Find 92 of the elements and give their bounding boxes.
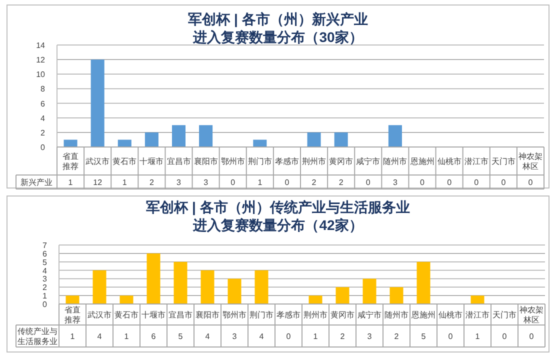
data-label: 1 (122, 178, 128, 187)
data-label: 4 (259, 332, 264, 341)
y-tick-label: 14 (36, 41, 46, 50)
data-label: 2 (338, 178, 344, 187)
y-tick-label: 2 (40, 128, 46, 138)
data-label: 4 (97, 332, 102, 341)
x-tick-label: 仙桃市 (438, 310, 462, 320)
data-label: 12 (93, 178, 103, 187)
data-label: 0 (529, 332, 534, 341)
x-tick-label: 荆州市 (304, 310, 328, 320)
y-tick-label: 5 (42, 258, 48, 267)
data-label: 1 (475, 332, 480, 341)
data-label: 3 (232, 332, 238, 341)
x-tick-label: 仙桃市 (437, 157, 462, 166)
x-tick-label: 黄石市 (112, 157, 137, 166)
x-tick-label: 恩施州 (410, 310, 436, 320)
data-label: 1 (258, 178, 263, 187)
data-label: 2 (312, 178, 317, 187)
x-tick-label: 荆门市 (250, 310, 274, 320)
data-label: 5 (178, 332, 184, 341)
x-tick-label: 荆门市 (248, 157, 272, 166)
x-tick-label: 武汉市 (86, 157, 110, 166)
chart-title: 军创杯 | 各市（州）新兴产业进入复赛数量分布（30家） (188, 11, 368, 45)
chart-title: 军创杯 | 各市（州）传统产业与生活服务业进入复赛数量分布（42家） (146, 199, 410, 233)
x-tick-label: 十堰市 (140, 157, 164, 166)
y-tick-label: 1 (42, 292, 48, 301)
data-label: 6 (151, 332, 156, 341)
y-tick-label: 4 (42, 266, 48, 276)
x-tick-label: 宜昌市 (166, 157, 191, 166)
x-tick-label: 武汉市 (88, 310, 112, 320)
y-tick-label: 4 (40, 114, 46, 123)
data-label: 4 (205, 332, 210, 341)
x-tick-label: 鄂州市 (220, 157, 245, 166)
x-tick-label: 咸宁市 (356, 157, 380, 166)
data-label: 3 (367, 332, 372, 341)
data-label: 3 (392, 178, 398, 187)
data-label: 0 (284, 178, 290, 187)
x-tick-label: 鄂州市 (222, 310, 246, 320)
data-label: 0 (474, 178, 480, 187)
x-tick-label: 十堰市 (142, 310, 166, 320)
data-label: 0 (366, 178, 371, 187)
y-tick-label: 7 (42, 241, 48, 250)
data-label: 3 (176, 178, 182, 187)
x-tick-label: 天门市 (492, 310, 516, 320)
data-label: 0 (501, 178, 506, 187)
x-tick-label: 荆州市 (302, 157, 326, 166)
x-tick-label: 恩施州 (409, 157, 434, 166)
y-tick-label: 12 (36, 56, 46, 65)
y-tick-label: 6 (42, 249, 48, 258)
data-label: 1 (70, 332, 76, 341)
x-tick-label: 黄冈市 (330, 310, 354, 320)
data-label: 0 (447, 178, 452, 187)
x-tick-label: 襄阳市 (194, 157, 218, 166)
y-tick-label: 10 (36, 70, 46, 80)
data-label: 0 (420, 178, 426, 187)
x-tick-label: 神农架林区 (520, 306, 544, 324)
data-label: 2 (394, 332, 400, 341)
x-tick-label: 随州市 (383, 157, 408, 166)
x-tick-label: 宜昌市 (168, 310, 192, 320)
x-tick-label: 潜江市 (464, 157, 488, 166)
data-label: 0 (230, 178, 236, 187)
data-label: 3 (204, 178, 209, 187)
data-label: 2 (149, 178, 154, 187)
x-tick-label: 天门市 (491, 157, 516, 166)
x-tick-label: 黄冈市 (329, 157, 354, 166)
y-tick-label: 0 (42, 300, 48, 309)
y-tick-label: 3 (42, 274, 48, 284)
x-tick-label: 孝感市 (276, 310, 300, 320)
text: 传统产业与生活服务业 (18, 327, 58, 346)
y-tick-label: 6 (40, 99, 46, 108)
x-tick-label: 孝感市 (274, 157, 299, 166)
x-tick-label: 省直推荐 (62, 152, 79, 171)
data-label: 0 (448, 332, 454, 341)
x-tick-label: 黄石市 (114, 310, 138, 320)
text: 新兴产业 (20, 178, 52, 187)
x-tick-label: 襄阳市 (196, 310, 220, 320)
data-label: 5 (421, 332, 426, 341)
x-tick-label: 潜江市 (466, 310, 490, 320)
x-tick-label: 咸宁市 (358, 310, 382, 320)
data-label: 2 (340, 332, 346, 341)
y-tick-label: 8 (40, 84, 46, 94)
x-tick-label: 省直推荐 (64, 306, 80, 324)
data-label: 1 (68, 178, 74, 187)
data-label: 0 (286, 332, 292, 341)
data-label: 1 (124, 332, 130, 341)
y-tick-label: 0 (40, 143, 46, 152)
y-tick-label: 2 (42, 283, 48, 292)
data-label: 0 (528, 178, 534, 187)
data-label: 1 (313, 332, 318, 341)
data-label: 0 (502, 332, 508, 341)
x-tick-label: 随州市 (384, 310, 408, 320)
x-tick-label: 神农架林区 (518, 152, 542, 171)
